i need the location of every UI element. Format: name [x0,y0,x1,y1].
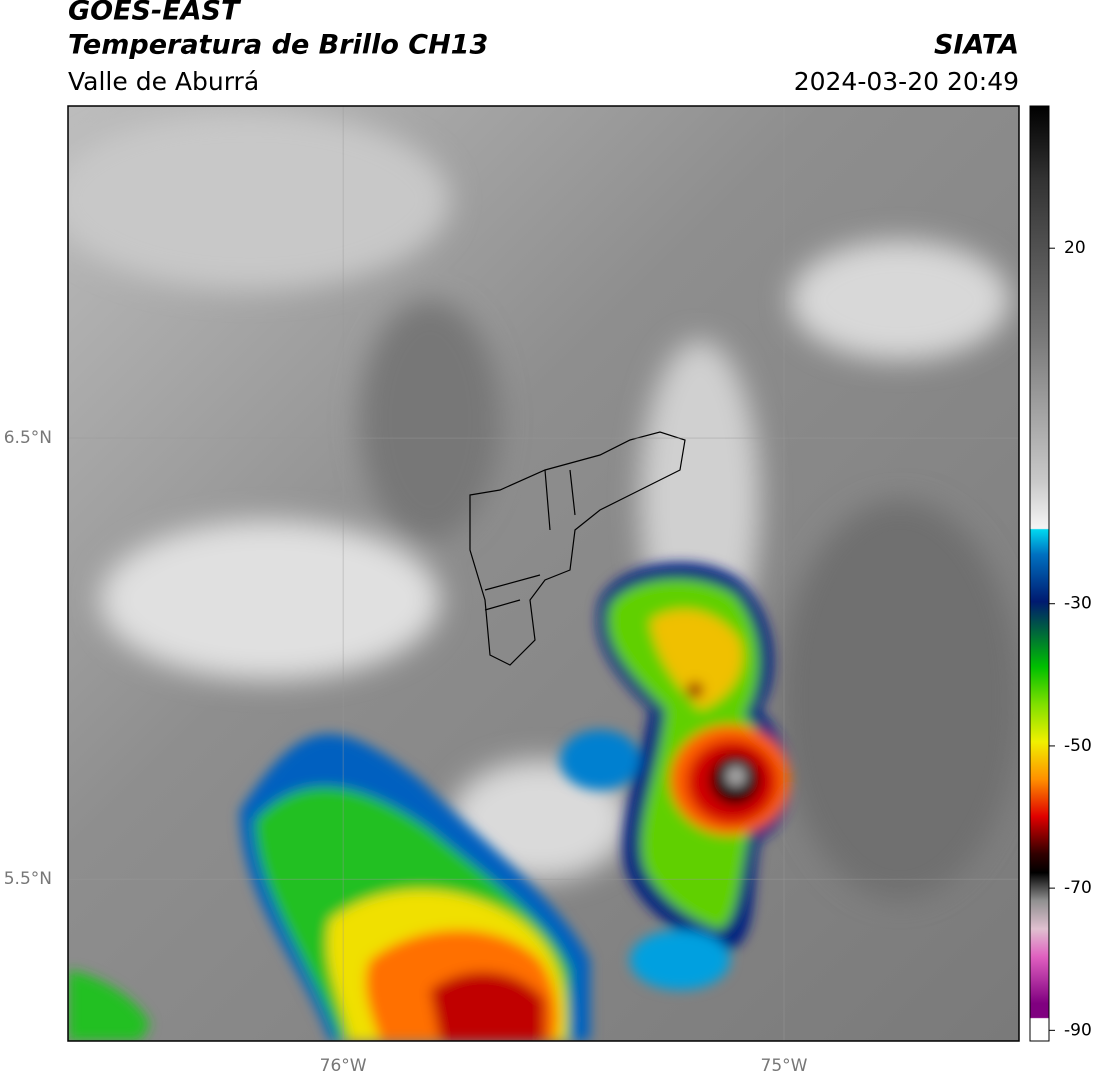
graticule [68,106,1019,1041]
colorbar-tick-label: -90 [1064,1020,1092,1040]
lat-tick-label: 6.5°N [4,428,52,448]
colorbar [1029,105,1050,1042]
title: GOES-EAST [68,0,242,27]
colorbar-tick-label: -30 [1064,594,1092,614]
lon-tick-label: 75°W [761,1056,808,1076]
lat-tick-label: 5.5°N [4,869,52,889]
region: Valle de Aburrá [68,67,259,96]
lon-tick-label: 76°W [320,1056,367,1076]
source: SIATA [934,30,1019,61]
subtitle: Temperatura de Brillo CH13 [68,30,488,61]
satellite-image [68,106,1019,1041]
colorbar-tick-label: 20 [1064,238,1086,258]
colorbar-tick-label: -50 [1064,736,1092,756]
colorbar-tick-label: -70 [1064,878,1092,898]
map-frame [67,105,1020,1042]
datetime: 2024-03-20 20:49 [794,67,1019,96]
